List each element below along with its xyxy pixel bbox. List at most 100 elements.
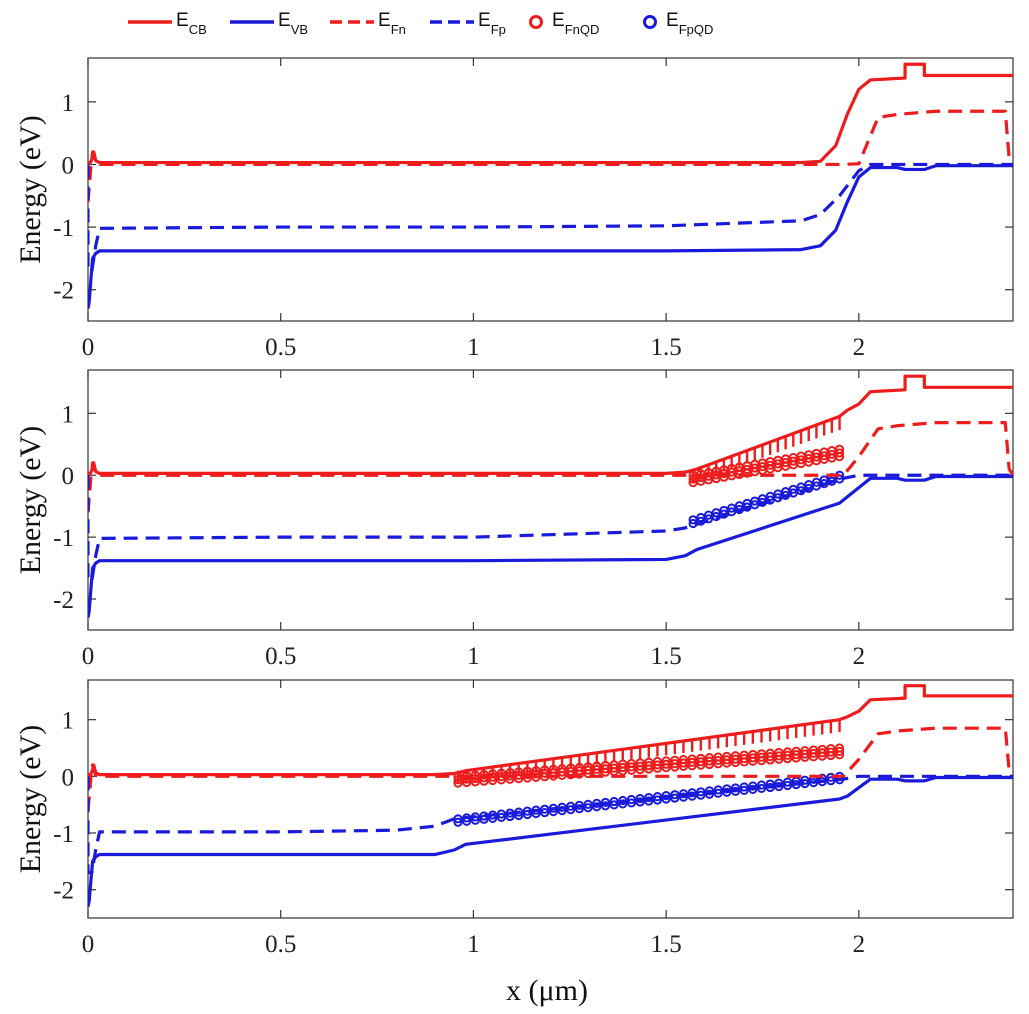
efnqd-marker — [600, 767, 611, 777]
efpqd-marker — [696, 790, 706, 800]
x-tick-label: 1 — [467, 931, 480, 958]
y-tick-label: -1 — [53, 821, 74, 848]
efnqd-marker — [765, 755, 775, 765]
efnqd-marker — [618, 766, 628, 776]
series-e-fn — [88, 726, 1013, 811]
efnqd-marker — [522, 769, 532, 780]
efpqd-marker — [626, 794, 637, 805]
efpqd-marker — [522, 809, 532, 820]
legend: ECB EVB EFn EFp EFnQD EFpQD — [128, 10, 713, 37]
efnqd-marker — [800, 749, 810, 759]
efnqd-marker — [704, 756, 715, 766]
y-tick-label: 0 — [62, 152, 75, 179]
legend-entry-vb: EVB — [230, 10, 308, 37]
series-e-cb — [88, 684, 1013, 777]
y-tick-label: -1 — [53, 525, 74, 552]
efnqd-marker — [774, 751, 784, 761]
x-tick-label: 1.5 — [651, 931, 682, 958]
efnqd-marker — [661, 763, 671, 773]
efnqd-marker — [687, 757, 697, 767]
legend-entry-cb: ECB — [128, 10, 207, 37]
efnqd-marker — [557, 767, 567, 777]
legend-entry-fn: EFn — [330, 10, 406, 37]
efnqd-marker — [678, 761, 689, 771]
y-tick-label: -2 — [53, 587, 74, 614]
efnqd-marker — [722, 755, 732, 765]
series-e-fp — [88, 774, 1013, 875]
efnqd-marker — [652, 763, 663, 773]
efpqd-marker — [742, 502, 752, 512]
efnqd-marker — [618, 762, 628, 773]
x-tick-label: 1.5 — [651, 643, 682, 670]
efnqd-marker — [670, 759, 680, 769]
series-e-fn — [88, 421, 1013, 513]
efnqd-marker — [592, 764, 602, 775]
y-tick-label: -1 — [53, 215, 74, 242]
efpqd-marker — [727, 507, 737, 517]
efpqd-marker — [652, 795, 663, 805]
efnqd-marker — [826, 750, 836, 761]
panel-2-axes-frame — [87, 369, 1014, 631]
efnqd-marker — [782, 750, 793, 760]
legend-marker — [529, 15, 543, 29]
legend-entry-fnqd: EFnQD — [529, 10, 599, 37]
efnqd-marker — [730, 757, 741, 768]
efnqd-marker — [540, 768, 550, 778]
efpqd-marker — [670, 790, 680, 800]
efnqd-marker — [696, 757, 706, 767]
panel-3-plot-area — [88, 684, 1013, 907]
efnqd-marker — [600, 764, 611, 774]
efnqd-marker — [739, 757, 749, 767]
x-tick-label: 1.5 — [651, 334, 682, 361]
legend-label: EVB — [278, 10, 308, 37]
y-axis-label: Energy (eV) — [14, 426, 47, 575]
efpqd-marker — [496, 812, 506, 823]
legend-label: EFpQD — [666, 10, 713, 37]
efnqd-marker — [574, 766, 585, 776]
efpqd-marker — [687, 788, 697, 798]
efnqd-marker — [626, 765, 637, 775]
y-tick-label: -2 — [53, 278, 74, 305]
efnqd-marker — [808, 752, 819, 762]
efnqd-marker — [661, 759, 671, 769]
x-tick-label: 2 — [853, 334, 866, 361]
efnqd-marker — [522, 773, 532, 783]
efnqd-marker — [774, 754, 784, 764]
efnqd-marker — [834, 746, 845, 757]
efnqd-marker — [817, 748, 827, 758]
legend-marker — [643, 15, 657, 29]
series-e-fn — [88, 109, 1013, 203]
x-tick-label: 1 — [467, 334, 480, 361]
y-tick-label: 1 — [62, 708, 75, 735]
efnqd-marker — [826, 747, 836, 757]
efpqd-marker — [644, 796, 654, 806]
efpqd-marker — [583, 803, 593, 813]
efnqd-marker — [644, 760, 654, 771]
efnqd-marker — [635, 765, 645, 775]
efnqd-marker — [470, 773, 480, 784]
efpqd-marker — [788, 488, 798, 498]
efpqd-marker — [756, 780, 767, 790]
efnqd-marker — [791, 750, 801, 760]
panel-3-axes-frame — [87, 679, 1014, 919]
efpqd-marker — [644, 792, 654, 803]
series-e-vb — [88, 775, 1013, 907]
efpqd-marker — [678, 792, 689, 802]
efpqd-marker — [479, 814, 489, 824]
qd-region — [688, 416, 845, 529]
efnqd-marker — [739, 753, 749, 764]
panel-2-plot-area — [88, 374, 1013, 618]
x-tick-label: 0.5 — [265, 643, 296, 670]
x-tick-label: 2 — [853, 643, 866, 670]
efnqd-marker — [635, 761, 645, 771]
x-axis-label: x (μm) — [506, 974, 588, 1007]
x-tick-label: 0 — [82, 643, 95, 670]
efnqd-marker — [722, 758, 732, 768]
efnqd-marker — [782, 754, 793, 764]
series-e-vb — [88, 474, 1013, 618]
legend-label: EFnQD — [552, 10, 599, 37]
panel-1-axes-frame — [87, 57, 1014, 322]
qd-region — [453, 719, 845, 827]
y-tick-label: 0 — [62, 463, 75, 490]
